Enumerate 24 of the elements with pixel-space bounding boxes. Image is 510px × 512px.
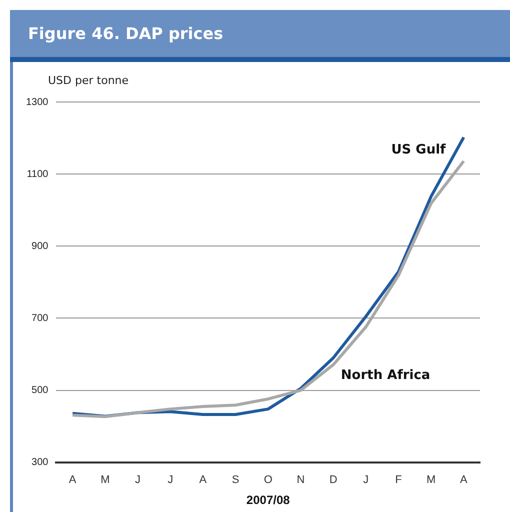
y-tick-label: 700 bbox=[32, 312, 49, 324]
x-axis-title: 2007/08 bbox=[246, 493, 290, 508]
y-tick-label: 1300 bbox=[26, 96, 49, 108]
x-tick-label: M bbox=[426, 474, 436, 486]
x-tick-label: A bbox=[199, 474, 208, 486]
x-tick-label: O bbox=[264, 474, 273, 486]
x-tick-label: M bbox=[100, 474, 110, 486]
x-tick-label: S bbox=[232, 474, 240, 486]
x-tick-label: A bbox=[460, 474, 468, 486]
x-tick-label: J bbox=[134, 474, 140, 486]
x-tick-label: J bbox=[168, 474, 174, 486]
x-tick-label: D bbox=[329, 474, 338, 486]
x-tick-label: N bbox=[296, 474, 305, 486]
y-tick-label: 500 bbox=[32, 385, 49, 396]
y-tick-label: 900 bbox=[32, 240, 49, 252]
y-axis-title: USD per tonne bbox=[48, 74, 129, 87]
y-tick-label: 300 bbox=[32, 457, 49, 468]
chart-title: Figure 46. DAP prices bbox=[10, 10, 510, 62]
x-tick-label: A bbox=[68, 474, 77, 486]
series-label: North Africa bbox=[340, 368, 430, 383]
x-tick-label: F bbox=[395, 474, 402, 486]
x-tick-label: J bbox=[363, 474, 369, 486]
series-label: US Gulf bbox=[391, 142, 446, 158]
y-tick-label: 1100 bbox=[26, 168, 49, 180]
